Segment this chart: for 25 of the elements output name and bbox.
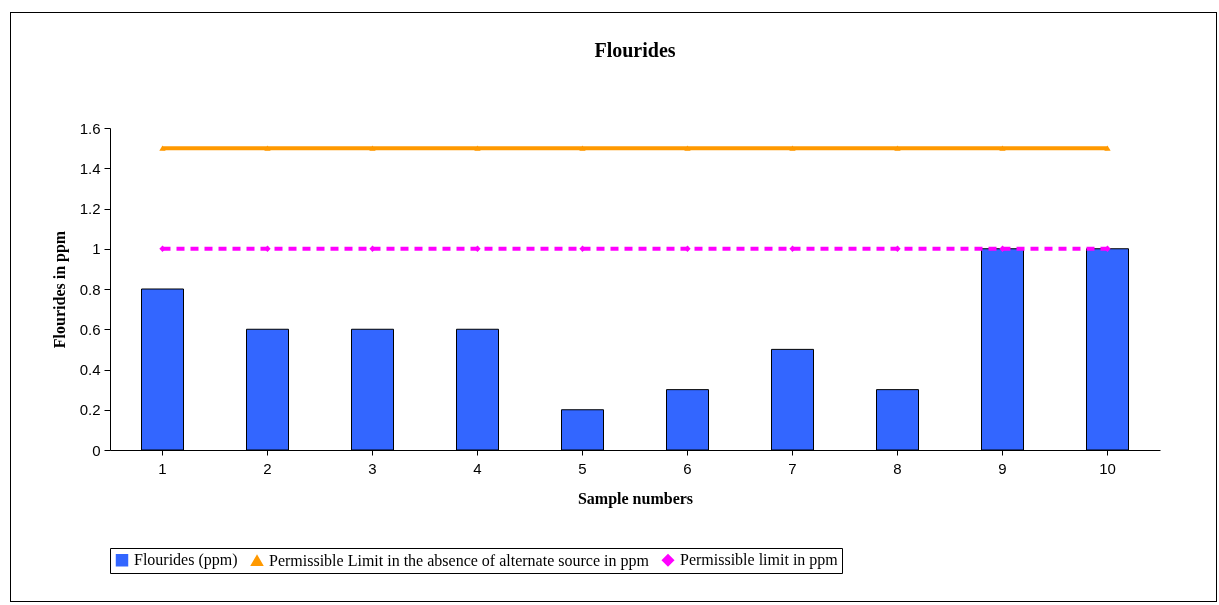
x-tick-label: 3 <box>368 459 377 477</box>
x-tick-label: 5 <box>578 459 587 477</box>
y-tick-label: 0.8 <box>79 280 101 298</box>
x-tick-label: 9 <box>998 459 1007 477</box>
x-axis-title: Sample numbers <box>577 489 694 508</box>
x-tick-label: 8 <box>893 459 902 477</box>
legend-label: Flourides (ppm) <box>134 551 238 570</box>
y-axis-title: Flourides in ppm <box>50 230 69 349</box>
y-tick-label: 1.2 <box>79 200 101 217</box>
x-tick-label: 4 <box>473 459 482 477</box>
y-tick-label: 0.2 <box>79 401 101 419</box>
y-tick-label: 0.4 <box>79 361 101 378</box>
x-tick-label: 2 <box>263 459 272 477</box>
chart-title: Flourides <box>594 39 676 61</box>
legend-label: Permissible Limit in the absence of alternate source in ppm <box>269 551 650 570</box>
y-tick-label: 0 <box>92 441 101 459</box>
legend-label: Permissible limit in ppm <box>680 551 839 570</box>
x-tick-label: 10 <box>1099 459 1116 477</box>
y-tick-label: 1 <box>92 240 101 258</box>
x-tick-label: 1 <box>158 459 167 477</box>
y-tick-label: 1.4 <box>79 159 101 177</box>
y-tick-label: 0.6 <box>79 320 101 338</box>
y-tick-label: 1.6 <box>79 119 101 137</box>
x-tick-label: 7 <box>788 459 797 477</box>
x-tick-label: 6 <box>683 459 692 477</box>
